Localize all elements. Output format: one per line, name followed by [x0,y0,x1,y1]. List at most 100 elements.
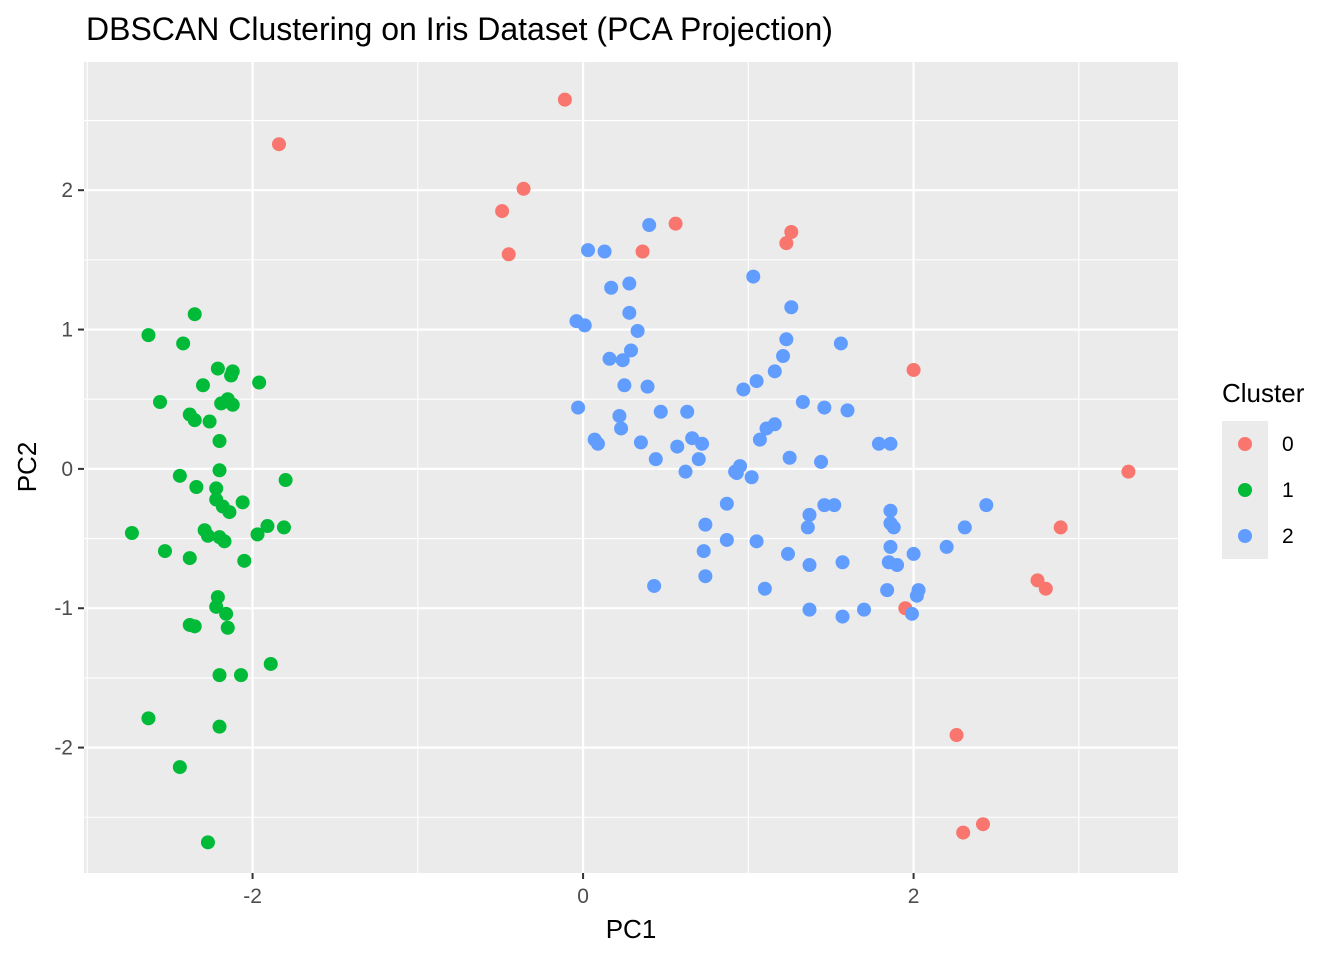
data-point-cluster-2 [817,498,832,513]
data-point-cluster-1 [202,414,217,429]
data-point-cluster-2 [698,569,713,584]
data-point-cluster-0 [635,244,650,259]
x-tick-label: 0 [577,885,589,908]
data-point-cluster-1 [252,375,267,390]
data-point-cluster-0 [516,181,531,196]
data-point-cluster-2 [612,408,627,423]
data-point-cluster-2 [802,507,817,522]
data-point-cluster-2 [633,435,648,450]
data-point-cluster-2 [890,558,905,573]
data-point-cluster-2 [653,404,668,419]
data-point-cluster-2 [883,503,898,518]
data-point-cluster-2 [680,404,695,419]
point-layer [124,92,1136,850]
data-point-cluster-2 [817,400,832,415]
tick-layer: -2 0 2 -2 -1 0 1 2 [54,179,919,908]
data-point-cluster-2 [630,323,645,338]
data-point-cluster-1 [235,495,250,510]
data-point-cluster-2 [604,280,619,295]
data-point-cluster-0 [1053,520,1068,535]
x-tick-label: -2 [243,885,262,908]
data-point-cluster-2 [749,374,764,389]
data-point-cluster-0 [956,825,971,840]
data-point-cluster-1 [219,606,234,621]
data-point-cluster-2 [886,520,901,535]
data-point-cluster-2 [695,436,710,451]
plot-panel [84,62,1178,873]
data-point-cluster-1 [224,368,239,383]
data-point-cluster-1 [209,599,224,614]
data-point-cluster-2 [614,421,629,436]
data-point-cluster-1 [172,468,187,483]
data-point-cluster-1 [189,480,204,495]
data-point-cluster-2 [840,403,855,418]
data-point-cluster-2 [648,452,663,467]
data-point-cluster-2 [617,378,632,393]
data-point-cluster-2 [779,332,794,347]
data-point-cluster-2 [602,351,617,366]
data-point-cluster-2 [979,498,994,513]
data-point-cluster-0 [975,817,990,832]
data-point-cluster-1 [124,525,139,540]
data-point-cluster-1 [214,396,229,411]
data-point-cluster-1 [225,397,240,412]
data-point-cluster-1 [153,395,168,410]
legend-title: Cluster [1222,378,1305,408]
data-point-cluster-1 [250,527,265,542]
legend: Cluster 0 1 2 [1222,378,1305,559]
chart-title: DBSCAN Clustering on Iris Dataset (PCA P… [86,11,833,47]
data-point-cluster-1 [212,463,227,478]
data-point-cluster-0 [779,236,794,251]
data-point-cluster-2 [577,318,592,333]
data-point-cluster-1 [278,473,293,488]
data-point-cluster-2 [800,520,815,535]
data-point-cluster-2 [698,517,713,532]
data-point-cluster-2 [752,432,767,447]
data-point-cluster-2 [835,555,850,570]
data-point-cluster-2 [581,243,596,258]
data-point-cluster-2 [746,269,761,284]
data-point-cluster-2 [857,602,872,617]
data-point-cluster-2 [719,532,734,547]
data-point-cluster-2 [729,466,744,481]
data-point-cluster-2 [678,464,693,479]
data-point-cluster-1 [260,519,275,534]
legend-label-1: 1 [1282,479,1294,502]
y-tick-label: -1 [54,597,73,620]
data-point-cluster-1 [212,434,227,449]
data-point-cluster-2 [957,520,972,535]
data-point-cluster-2 [615,353,630,368]
data-point-cluster-1 [141,711,156,726]
data-point-cluster-0 [668,216,683,231]
data-point-cluster-2 [622,276,637,291]
data-point-cluster-2 [647,578,662,593]
data-point-cluster-2 [871,436,886,451]
legend-key-1 [1238,483,1252,497]
data-point-cluster-2 [767,364,782,379]
data-point-cluster-2 [795,395,810,410]
data-point-cluster-2 [784,300,799,315]
data-point-cluster-1 [212,719,227,734]
data-point-cluster-1 [276,520,291,535]
y-tick-label: 2 [61,179,73,202]
data-point-cluster-2 [802,602,817,617]
y-tick-label: -2 [54,737,73,760]
data-point-cluster-1 [212,668,227,683]
data-point-cluster-1 [263,656,278,671]
data-point-cluster-1 [200,835,215,850]
data-point-cluster-2 [814,454,829,469]
data-point-cluster-2 [827,498,842,513]
data-point-cluster-0 [1038,581,1053,596]
data-point-cluster-1 [187,619,202,634]
x-axis-title: PC1 [606,914,657,944]
data-point-cluster-2 [642,218,657,233]
data-point-cluster-0 [784,225,799,240]
data-point-cluster-1 [141,328,156,343]
data-point-cluster-1 [222,505,237,520]
data-point-cluster-2 [571,400,586,415]
data-point-cluster-2 [883,436,898,451]
data-point-cluster-2 [906,546,921,561]
data-point-cluster-1 [182,551,197,566]
y-tick-label: 1 [61,319,73,342]
